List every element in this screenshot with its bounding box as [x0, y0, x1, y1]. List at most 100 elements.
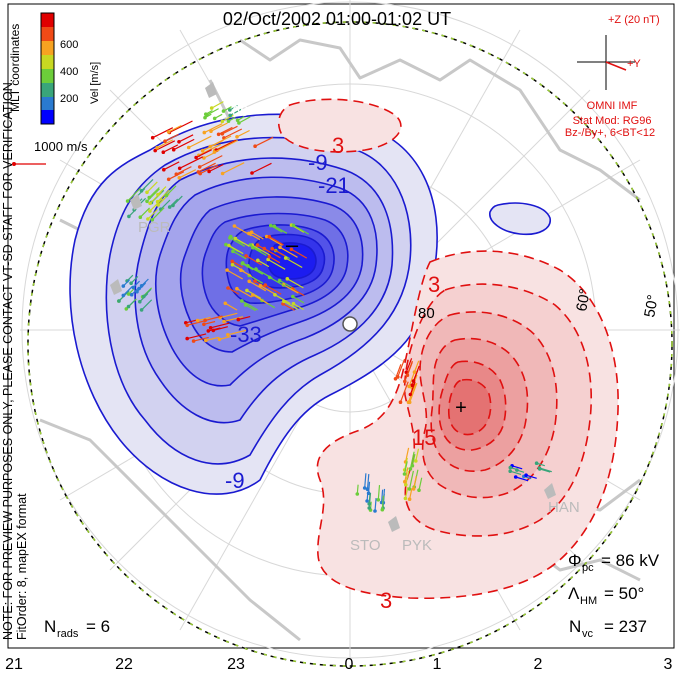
velocity-vector-origin — [243, 303, 248, 307]
velocity-vector — [168, 124, 182, 133]
velocity-vector — [139, 293, 149, 303]
mlt-tick-21: 21 — [5, 656, 23, 673]
velocity-vector — [226, 269, 243, 280]
velocity-vector — [242, 263, 254, 271]
velocity-vector — [188, 135, 212, 149]
velocity-vector — [236, 129, 250, 138]
velocity-vector-origin — [240, 261, 245, 266]
velocity-vector — [179, 156, 204, 169]
velocity-vector — [198, 162, 216, 173]
velocity-vector — [247, 265, 264, 275]
velocity-vector — [413, 360, 420, 373]
velocity-vector-origin — [209, 106, 214, 110]
svg-text:= 86 kV: = 86 kV — [601, 551, 660, 570]
velocity-vector — [122, 285, 133, 296]
lat-label-50deg: 50° — [641, 293, 662, 318]
velocity-vector — [227, 329, 247, 336]
velocity-vector-origin — [226, 119, 231, 123]
velocity-vector — [265, 284, 282, 295]
velocity-vector — [218, 126, 233, 135]
velocity-vector-origin — [239, 268, 243, 273]
velocity-vector — [156, 139, 174, 149]
velocity-vector — [206, 108, 219, 116]
velocity-vector-origin — [355, 492, 360, 496]
velocity-vector-origin — [508, 469, 512, 474]
velocity-vector-origin — [412, 370, 417, 374]
svg-text:= 237: = 237 — [604, 617, 647, 636]
velocity-vector-origin — [139, 189, 144, 193]
velocity-vector — [172, 195, 183, 206]
velocity-vector — [163, 161, 180, 171]
velocity-vector — [238, 116, 251, 124]
velocity-vector — [269, 276, 287, 288]
velocity-vector — [169, 198, 179, 208]
velocity-vector — [271, 248, 286, 257]
mlt-tick-1: 1 — [433, 656, 442, 673]
velocity-vector — [141, 178, 154, 192]
velocity-vector-origin — [411, 379, 416, 383]
velocity-vector — [231, 260, 243, 268]
velocity-vector — [274, 225, 288, 234]
velocity-vector-origin — [417, 488, 421, 493]
velocity-vector-origin — [249, 230, 254, 234]
velocity-vector-origin — [228, 113, 232, 118]
imf-condition-label: Bz-/By+, 6<BT<12 — [565, 127, 655, 139]
colorbar-tick-200: 200 — [60, 93, 78, 105]
velocity-vector — [179, 169, 197, 179]
velocity-vector-origin — [291, 294, 295, 299]
velocity-vector — [404, 457, 408, 471]
velocity-vector — [366, 474, 370, 490]
velocity-vector-origin — [166, 130, 171, 134]
velocity-vector-origin — [207, 169, 211, 174]
velocity-vector-origin — [269, 223, 273, 228]
velocity-vector — [377, 485, 381, 500]
pos-contour-top — [278, 98, 402, 153]
velocity-vector — [510, 470, 522, 475]
svg-text:Λ: Λ — [568, 584, 580, 603]
velocity-vector — [403, 461, 408, 475]
velocity-vector-origin — [267, 275, 272, 280]
velocity-vector-origin — [272, 224, 277, 228]
velocity-vector-origin — [163, 139, 167, 143]
velocity-vector — [222, 162, 245, 175]
velocity-vector-origin — [247, 231, 251, 236]
velocity-vector — [193, 336, 209, 342]
velocity-vector-origin — [402, 472, 407, 476]
velocity-vector-origin — [228, 108, 232, 112]
velocity-vector-origin — [191, 339, 196, 343]
velocity-vector-origin — [283, 256, 288, 260]
station-markers — [110, 82, 556, 532]
velocity-vector — [257, 259, 270, 268]
lat-label-60: 60 — [232, 103, 249, 120]
velocity-vector — [127, 187, 141, 202]
velocity-vector-origin — [291, 301, 296, 306]
velocity-vector-origin — [220, 171, 225, 176]
velocity-vector — [251, 244, 270, 256]
velocity-vector-origin — [410, 383, 414, 388]
velocity-vector-origin — [404, 370, 409, 375]
neg-contour-island — [489, 202, 551, 236]
mlt-tick-3: 3 — [664, 656, 673, 673]
velocity-vector — [173, 138, 195, 151]
velocity-vector — [254, 136, 274, 147]
stat-n-rads: N rads = 6 — [44, 617, 110, 640]
station-label-sto: STO — [350, 537, 381, 554]
velocity-vector-origin — [171, 147, 176, 152]
velocity-vector — [407, 383, 417, 403]
velocity-vector-origin — [407, 384, 411, 389]
velocity-vector-origin — [230, 262, 235, 267]
velocity-vector-origin — [146, 217, 150, 221]
velocity-vector — [164, 133, 179, 142]
velocity-vector-origin — [226, 333, 230, 337]
velocity-vector-origin — [244, 254, 248, 258]
velocity-vector — [368, 481, 371, 494]
coordinate-system-label: MLT coordinates — [8, 24, 22, 112]
velocity-vector — [404, 467, 409, 482]
velocity-vector-origin — [202, 322, 206, 327]
velocity-vector-origin — [138, 215, 143, 219]
velocity-vector-origin — [139, 284, 144, 288]
mlt-tick-2: 2 — [534, 656, 543, 673]
velocity-vector-origin — [121, 293, 126, 298]
velocity-vector — [211, 101, 224, 109]
